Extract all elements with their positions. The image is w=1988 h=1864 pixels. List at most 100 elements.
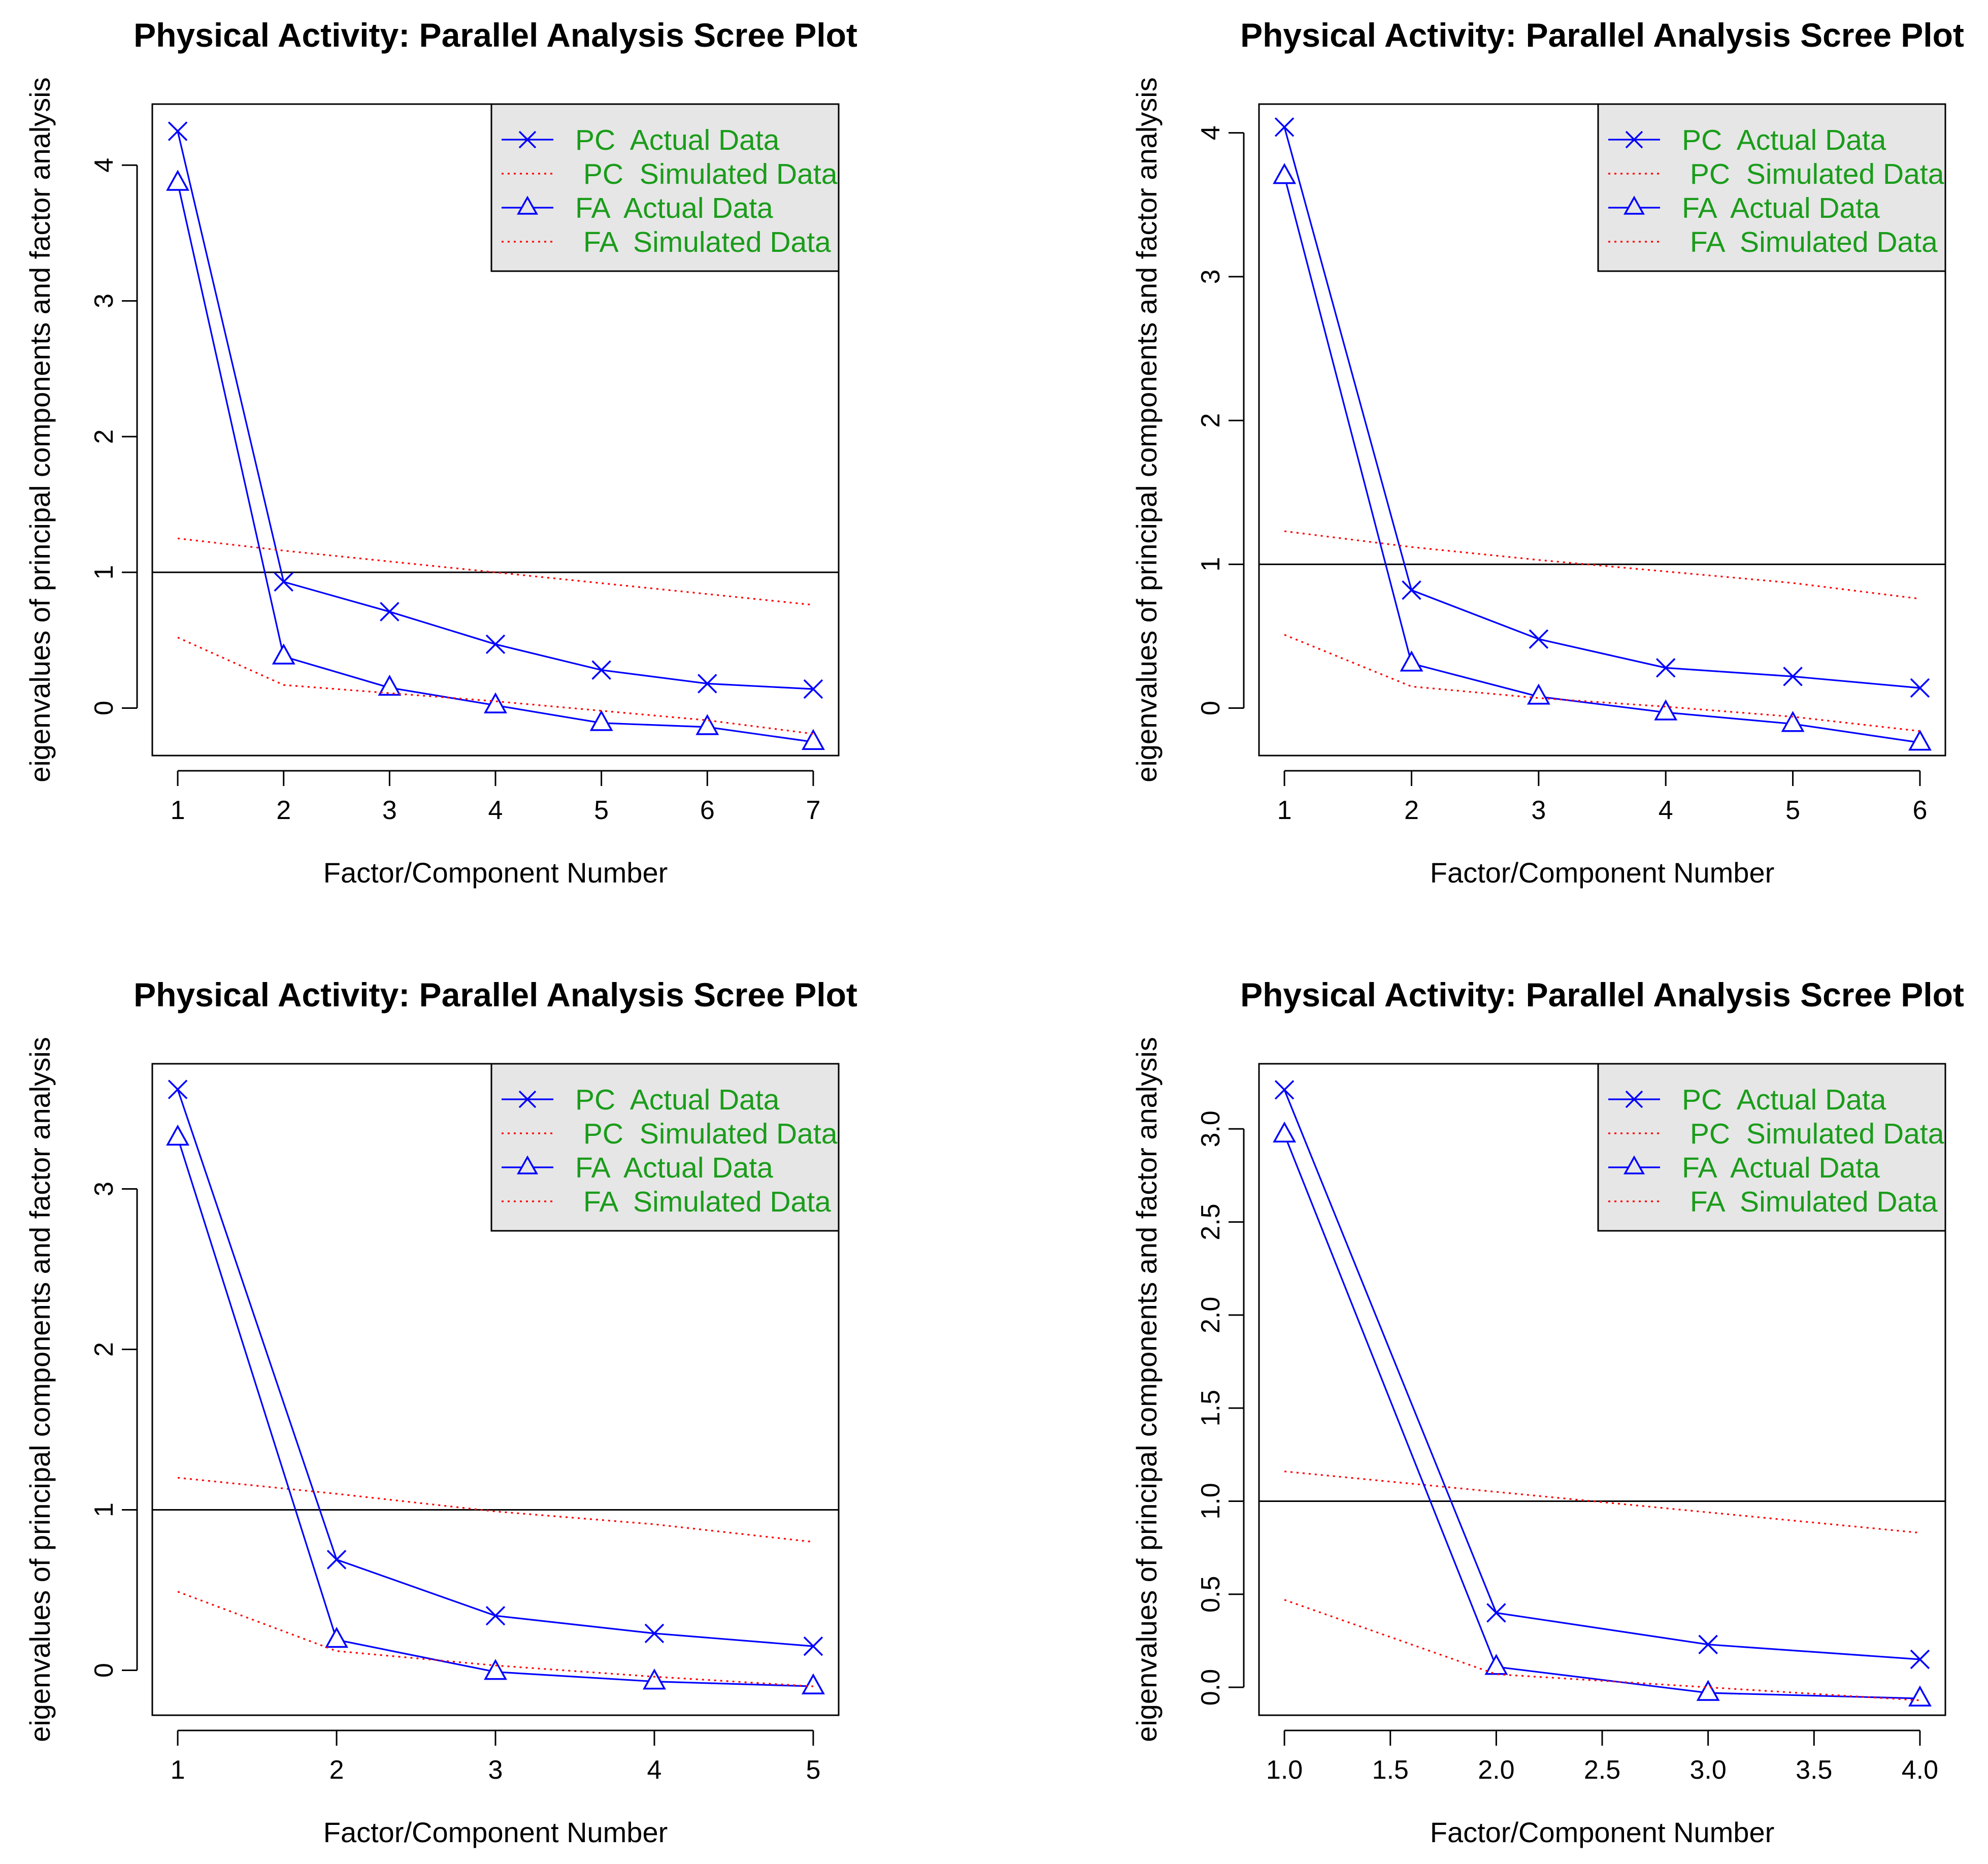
y-tick-label: 0 [1196, 701, 1225, 715]
data-point-x-marker [485, 1606, 506, 1626]
x-tick-label: 1.5 [1372, 1755, 1409, 1785]
data-point-triangle-marker [1696, 1680, 1720, 1701]
data-point-x-marker [803, 679, 823, 699]
x-tick-label: 4.0 [1902, 1755, 1938, 1785]
data-point-triangle-marker [484, 1659, 507, 1680]
legend-label: PC Actual Data [1682, 1084, 1886, 1116]
y-tick-label: 4 [89, 158, 119, 173]
x-axis-label: Factor/Component Number [1430, 1816, 1775, 1848]
legend-label: FA Actual Data [575, 1152, 773, 1184]
data-point-x-marker [1783, 666, 1803, 686]
data-point-triangle-marker [642, 1669, 666, 1690]
y-tick-label: 4 [1196, 125, 1225, 140]
x-tick-label: 4 [488, 796, 503, 825]
data-point-x-marker [274, 572, 293, 592]
y-tick-label: 1.0 [1196, 1483, 1225, 1519]
y-tick-label: 1 [89, 565, 119, 580]
series-line-fa-simulated-data [1284, 1599, 1920, 1702]
series-line-pc-simulated-data [1284, 1470, 1920, 1534]
y-tick-label: 2.0 [1196, 1297, 1225, 1333]
legend-triangle-marker [517, 1155, 538, 1174]
legend-triangle-marker [517, 195, 538, 215]
series-line-pc-actual-data [1283, 1089, 1920, 1660]
x-tick-label: 7 [806, 796, 820, 825]
legend-label: PC Simulated Data [1682, 158, 1944, 190]
data-point-x-marker [803, 1636, 823, 1656]
chart-title: Physical Activity: Parallel Analysis Scr… [1240, 16, 1964, 54]
x-tick-label: 3.0 [1689, 1755, 1726, 1785]
x-tick-label: 5 [1785, 796, 1800, 825]
data-point-x-marker [1274, 117, 1295, 137]
data-point-triangle-marker [378, 674, 402, 696]
data-point-triangle-marker [272, 643, 295, 665]
data-point-triangle-marker [1908, 729, 1932, 751]
x-tick-label: 3 [382, 796, 397, 825]
x-tick-label: 5 [806, 1755, 820, 1785]
y-axis-label: eigenvalues of principal components and … [24, 77, 56, 782]
chart-panel-2: Physical Activity: Parallel Analysis Scr… [1131, 16, 1964, 889]
legend-label: FA Simulated Data [1682, 1186, 1938, 1218]
y-tick-label: 2 [89, 1342, 119, 1357]
legend-triangle-marker [1623, 195, 1645, 215]
legend-label: PC Actual Data [575, 1084, 780, 1116]
chart-panel-4: Physical Activity: Parallel Analysis Scr… [1131, 976, 1964, 1848]
chart-title: Physical Activity: Parallel Analysis Scr… [134, 16, 857, 54]
data-point-x-marker [168, 121, 188, 141]
legend-label: PC Simulated Data [575, 1118, 838, 1150]
y-axis-label: eigenvalues of principal components and … [1131, 77, 1163, 782]
data-point-x-marker [644, 1623, 665, 1644]
chart-title: Physical Activity: Parallel Analysis Scr… [134, 976, 857, 1013]
x-tick-label: 5 [594, 796, 609, 825]
legend-label: PC Actual Data [575, 124, 780, 156]
x-tick-label: 2 [276, 796, 291, 825]
y-tick-label: 0.5 [1196, 1576, 1225, 1613]
series-line-fa-simulated-data [177, 637, 814, 735]
chart-panel-1: Physical Activity: Parallel Analysis Scr… [24, 16, 857, 889]
data-point-x-marker [380, 602, 400, 622]
y-tick-label: 1 [1196, 557, 1225, 572]
series-line-fa-actual-data [1283, 176, 1920, 744]
x-axis-label: Factor/Component Number [1430, 857, 1775, 889]
data-point-x-marker [326, 1550, 347, 1569]
y-tick-label: 1 [89, 1502, 119, 1517]
legend-label: PC Simulated Data [575, 158, 838, 190]
legend-label: PC Actual Data [1682, 124, 1886, 156]
data-point-triangle-marker [1781, 711, 1805, 732]
y-axis-label: eigenvalues of principal components and … [1131, 1037, 1163, 1742]
x-tick-label: 6 [1912, 796, 1927, 825]
y-tick-label: 0 [89, 1663, 119, 1678]
data-point-triangle-marker [801, 729, 825, 750]
data-point-x-marker [698, 674, 717, 694]
chart-panel-3: Physical Activity: Parallel Analysis Scr… [24, 976, 857, 1848]
data-point-x-marker [1402, 580, 1421, 600]
legend-label: FA Simulated Data [1682, 226, 1938, 258]
x-tick-label: 1 [1277, 796, 1292, 825]
data-point-x-marker [1486, 1603, 1506, 1623]
data-point-triangle-marker [1273, 163, 1297, 184]
data-point-triangle-marker [1400, 650, 1423, 672]
x-tick-label: 4 [1659, 796, 1673, 825]
y-tick-label: 2 [89, 429, 119, 444]
data-point-triangle-marker [484, 692, 507, 713]
data-point-triangle-marker [1484, 1654, 1508, 1675]
data-point-triangle-marker [695, 714, 719, 735]
data-point-x-marker [1910, 1649, 1930, 1670]
legend-label: FA Actual Data [1682, 192, 1880, 224]
legend-x-marker [1625, 130, 1643, 149]
y-axis-label: eigenvalues of principal components and … [24, 1037, 56, 1742]
x-tick-label: 1 [171, 796, 185, 825]
data-point-triangle-marker [166, 170, 190, 191]
legend-label: FA Simulated Data [575, 226, 831, 258]
data-point-x-marker [1274, 1080, 1295, 1100]
x-tick-label: 6 [700, 796, 715, 825]
data-point-triangle-marker [589, 710, 613, 731]
x-tick-label: 3.5 [1796, 1755, 1832, 1785]
data-point-x-marker [1529, 629, 1549, 649]
y-tick-label: 0.0 [1196, 1669, 1225, 1706]
chart-title: Physical Activity: Parallel Analysis Scr… [1240, 976, 1964, 1013]
data-point-triangle-marker [325, 1626, 349, 1648]
legend-x-marker [518, 130, 537, 149]
legend-box [490, 103, 840, 272]
legend-box [1597, 103, 1946, 272]
y-tick-label: 3 [89, 293, 119, 308]
